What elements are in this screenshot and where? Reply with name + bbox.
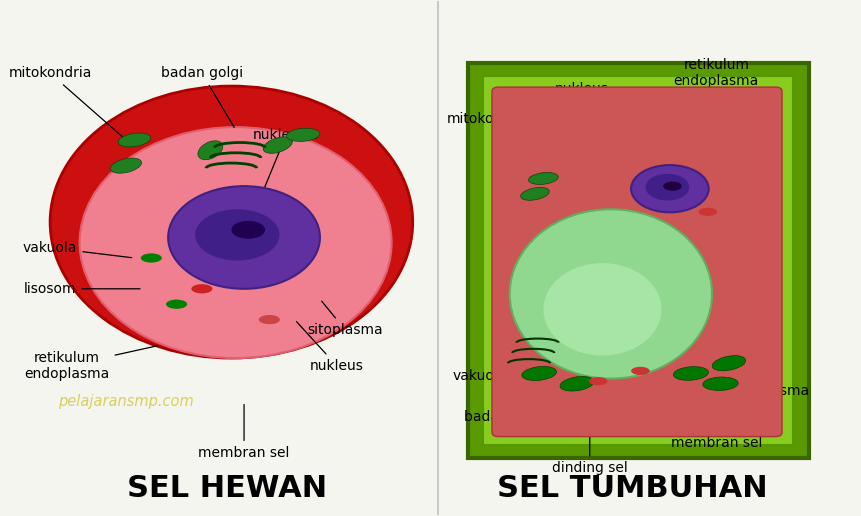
Text: SEL HEWAN: SEL HEWAN — [127, 474, 327, 504]
Ellipse shape — [673, 203, 691, 211]
Text: membran sel: membran sel — [198, 405, 290, 460]
Text: vakuola: vakuola — [453, 337, 520, 383]
Ellipse shape — [712, 356, 746, 371]
Ellipse shape — [698, 208, 717, 216]
Ellipse shape — [589, 377, 608, 385]
Ellipse shape — [198, 141, 223, 159]
Text: dinding sel: dinding sel — [552, 430, 628, 475]
Ellipse shape — [631, 165, 709, 212]
Text: nukleolus: nukleolus — [693, 112, 766, 164]
Text: badan golgi: badan golgi — [161, 66, 243, 127]
Ellipse shape — [118, 133, 151, 147]
Text: membran sel: membran sel — [671, 409, 762, 450]
Ellipse shape — [168, 186, 320, 289]
FancyBboxPatch shape — [468, 63, 809, 458]
Ellipse shape — [166, 300, 187, 309]
FancyBboxPatch shape — [492, 87, 782, 437]
Text: nukleus: nukleus — [554, 82, 614, 138]
Text: nukleus: nukleus — [296, 321, 363, 373]
Text: sitoplasma: sitoplasma — [307, 301, 383, 337]
FancyBboxPatch shape — [483, 76, 793, 445]
Text: pelajaransmp.com: pelajaransmp.com — [59, 394, 194, 409]
Ellipse shape — [521, 187, 549, 200]
Text: SEL TUMBUHAN: SEL TUMBUHAN — [497, 474, 767, 504]
Ellipse shape — [110, 158, 141, 173]
Ellipse shape — [529, 172, 558, 184]
Ellipse shape — [673, 367, 709, 380]
Ellipse shape — [631, 367, 650, 375]
Ellipse shape — [663, 182, 682, 191]
Ellipse shape — [646, 174, 690, 201]
Ellipse shape — [510, 209, 712, 379]
Text: badan golgi: badan golgi — [464, 378, 547, 424]
Ellipse shape — [287, 128, 319, 141]
Ellipse shape — [191, 284, 213, 294]
Ellipse shape — [232, 221, 265, 239]
Ellipse shape — [522, 366, 556, 380]
Ellipse shape — [543, 263, 661, 356]
Ellipse shape — [263, 137, 293, 153]
Ellipse shape — [140, 253, 162, 263]
Ellipse shape — [703, 377, 738, 391]
Text: mitokondria: mitokondria — [447, 112, 545, 159]
Text: retikulum
endoplasma: retikulum endoplasma — [673, 58, 759, 117]
Text: mitokondria: mitokondria — [9, 66, 124, 138]
Text: lisosom: lisosom — [24, 282, 140, 296]
Text: vakuola: vakuola — [23, 241, 132, 257]
Ellipse shape — [195, 209, 280, 261]
Text: nukleolus: nukleolus — [253, 128, 319, 194]
Text: retikulum
endoplasma: retikulum endoplasma — [24, 346, 157, 381]
Ellipse shape — [560, 377, 594, 391]
Text: kloroplasma: kloroplasma — [724, 363, 809, 398]
Ellipse shape — [50, 86, 412, 358]
Ellipse shape — [79, 127, 392, 358]
Ellipse shape — [259, 315, 280, 324]
